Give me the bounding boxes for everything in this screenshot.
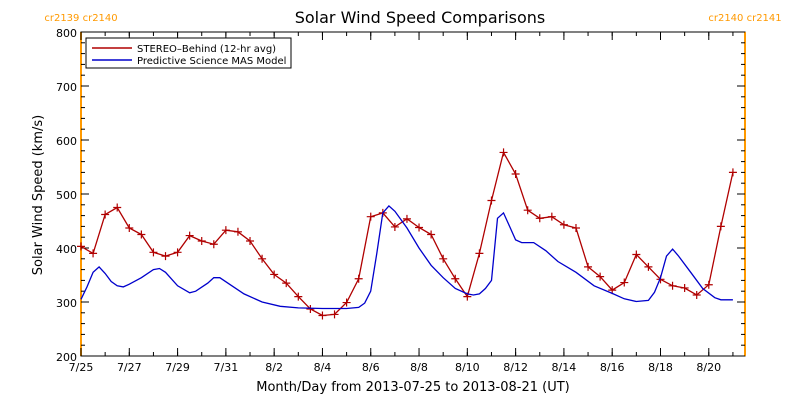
data-point-stereo xyxy=(77,242,85,251)
data-point-stereo xyxy=(632,250,641,259)
data-point-stereo xyxy=(620,278,629,287)
data-point-stereo xyxy=(716,222,725,231)
data-point-stereo xyxy=(125,224,134,233)
data-point-stereo xyxy=(89,249,98,258)
y-axis-ticks: 200 300 400 500 600 700 800 xyxy=(56,27,745,364)
x-tick-label: 8/2 xyxy=(265,361,283,374)
data-point-stereo xyxy=(161,252,170,261)
y-tick-label: 400 xyxy=(56,243,77,256)
y-tick-label: 600 xyxy=(56,135,77,148)
data-point-stereo xyxy=(475,249,484,258)
data-point-stereo xyxy=(728,168,737,177)
chart-title: Solar Wind Speed Comparisons xyxy=(295,8,546,27)
carrington-marker-label: cr2140 cr2141 xyxy=(708,13,781,24)
data-point-stereo xyxy=(137,230,146,239)
x-tick-label: 8/16 xyxy=(600,361,625,374)
x-tick-label: 8/14 xyxy=(552,361,577,374)
data-point-stereo xyxy=(185,231,194,240)
data-point-stereo xyxy=(113,203,122,212)
data-point-stereo xyxy=(258,254,267,263)
data-point-stereo xyxy=(209,240,218,249)
data-point-stereo xyxy=(402,214,411,223)
data-point-stereo xyxy=(511,170,520,179)
data-point-stereo xyxy=(559,220,568,229)
data-point-stereo xyxy=(306,305,315,314)
legend: STEREO–Behind (12-hr avg) Predictive Sci… xyxy=(85,37,292,69)
data-point-stereo xyxy=(173,248,182,257)
data-point-stereo xyxy=(197,236,206,245)
data-point-stereo xyxy=(366,212,375,221)
legend-label-mas: Predictive Science MAS Model xyxy=(137,56,286,67)
data-point-stereo xyxy=(547,212,556,221)
data-point-stereo xyxy=(704,280,713,289)
data-point-stereo xyxy=(451,274,460,283)
x-tick-label: 8/18 xyxy=(648,361,673,374)
x-tick-label: 7/29 xyxy=(165,361,190,374)
data-point-stereo xyxy=(246,236,255,245)
series-layer xyxy=(77,148,737,320)
data-point-stereo xyxy=(427,230,436,239)
plot-frame xyxy=(80,31,746,357)
legend-label-stereo: STEREO–Behind (12-hr avg) xyxy=(137,44,276,55)
y-tick-label: 700 xyxy=(56,81,77,94)
data-point-stereo xyxy=(270,270,279,279)
x-tick-label: 7/27 xyxy=(117,361,142,374)
data-point-stereo xyxy=(680,283,689,292)
y-tick-label: 800 xyxy=(56,27,77,40)
x-tick-label: 8/4 xyxy=(314,361,332,374)
data-point-stereo xyxy=(668,281,677,290)
data-point-stereo xyxy=(342,298,351,307)
data-point-stereo xyxy=(233,227,242,236)
data-point-stereo xyxy=(221,226,230,235)
carrington-marker-label: cr2139 cr2140 xyxy=(44,13,117,24)
data-point-stereo xyxy=(487,196,496,205)
data-point-stereo xyxy=(282,279,291,288)
x-tick-label: 8/8 xyxy=(410,361,428,374)
y-tick-label: 300 xyxy=(56,297,77,310)
data-point-stereo xyxy=(101,210,110,219)
y-tick-label: 200 xyxy=(56,351,77,364)
x-tick-label: 8/20 xyxy=(696,361,721,374)
x-axis-title: Month/Day from 2013-07-25 to 2013-08-21 … xyxy=(256,380,569,395)
series-line-mas xyxy=(80,204,733,310)
data-point-stereo xyxy=(415,223,424,232)
x-tick-label: 8/12 xyxy=(503,361,528,374)
y-tick-label: 500 xyxy=(56,189,77,202)
x-tick-label: 7/25 xyxy=(69,361,94,374)
data-point-stereo xyxy=(584,262,593,271)
x-tick-label: 7/31 xyxy=(214,361,239,374)
x-tick-label: 8/10 xyxy=(455,361,480,374)
x-tick-label: 8/6 xyxy=(362,361,380,374)
data-point-stereo xyxy=(439,254,448,263)
data-point-stereo xyxy=(499,148,508,157)
data-point-stereo xyxy=(294,292,303,301)
y-axis-title: Solar Wind Speed (km/s) xyxy=(31,115,46,275)
data-point-stereo xyxy=(535,214,544,223)
data-point-stereo xyxy=(318,311,327,320)
data-point-stereo xyxy=(330,310,339,319)
data-point-stereo xyxy=(596,272,605,281)
data-point-stereo xyxy=(149,248,158,257)
data-point-stereo xyxy=(390,222,399,231)
data-point-stereo xyxy=(523,206,532,215)
data-point-stereo xyxy=(354,274,363,283)
data-point-stereo xyxy=(644,262,653,271)
data-point-stereo xyxy=(692,290,701,299)
x-axis-ticks: 7/25 7/27 7/29 7/31 8/2 8/4 8/6 8/8 8/10 8/12 8/14… xyxy=(69,32,734,374)
legend-box xyxy=(85,37,292,69)
data-point-stereo xyxy=(571,224,580,233)
series-line-stereo xyxy=(80,150,734,317)
